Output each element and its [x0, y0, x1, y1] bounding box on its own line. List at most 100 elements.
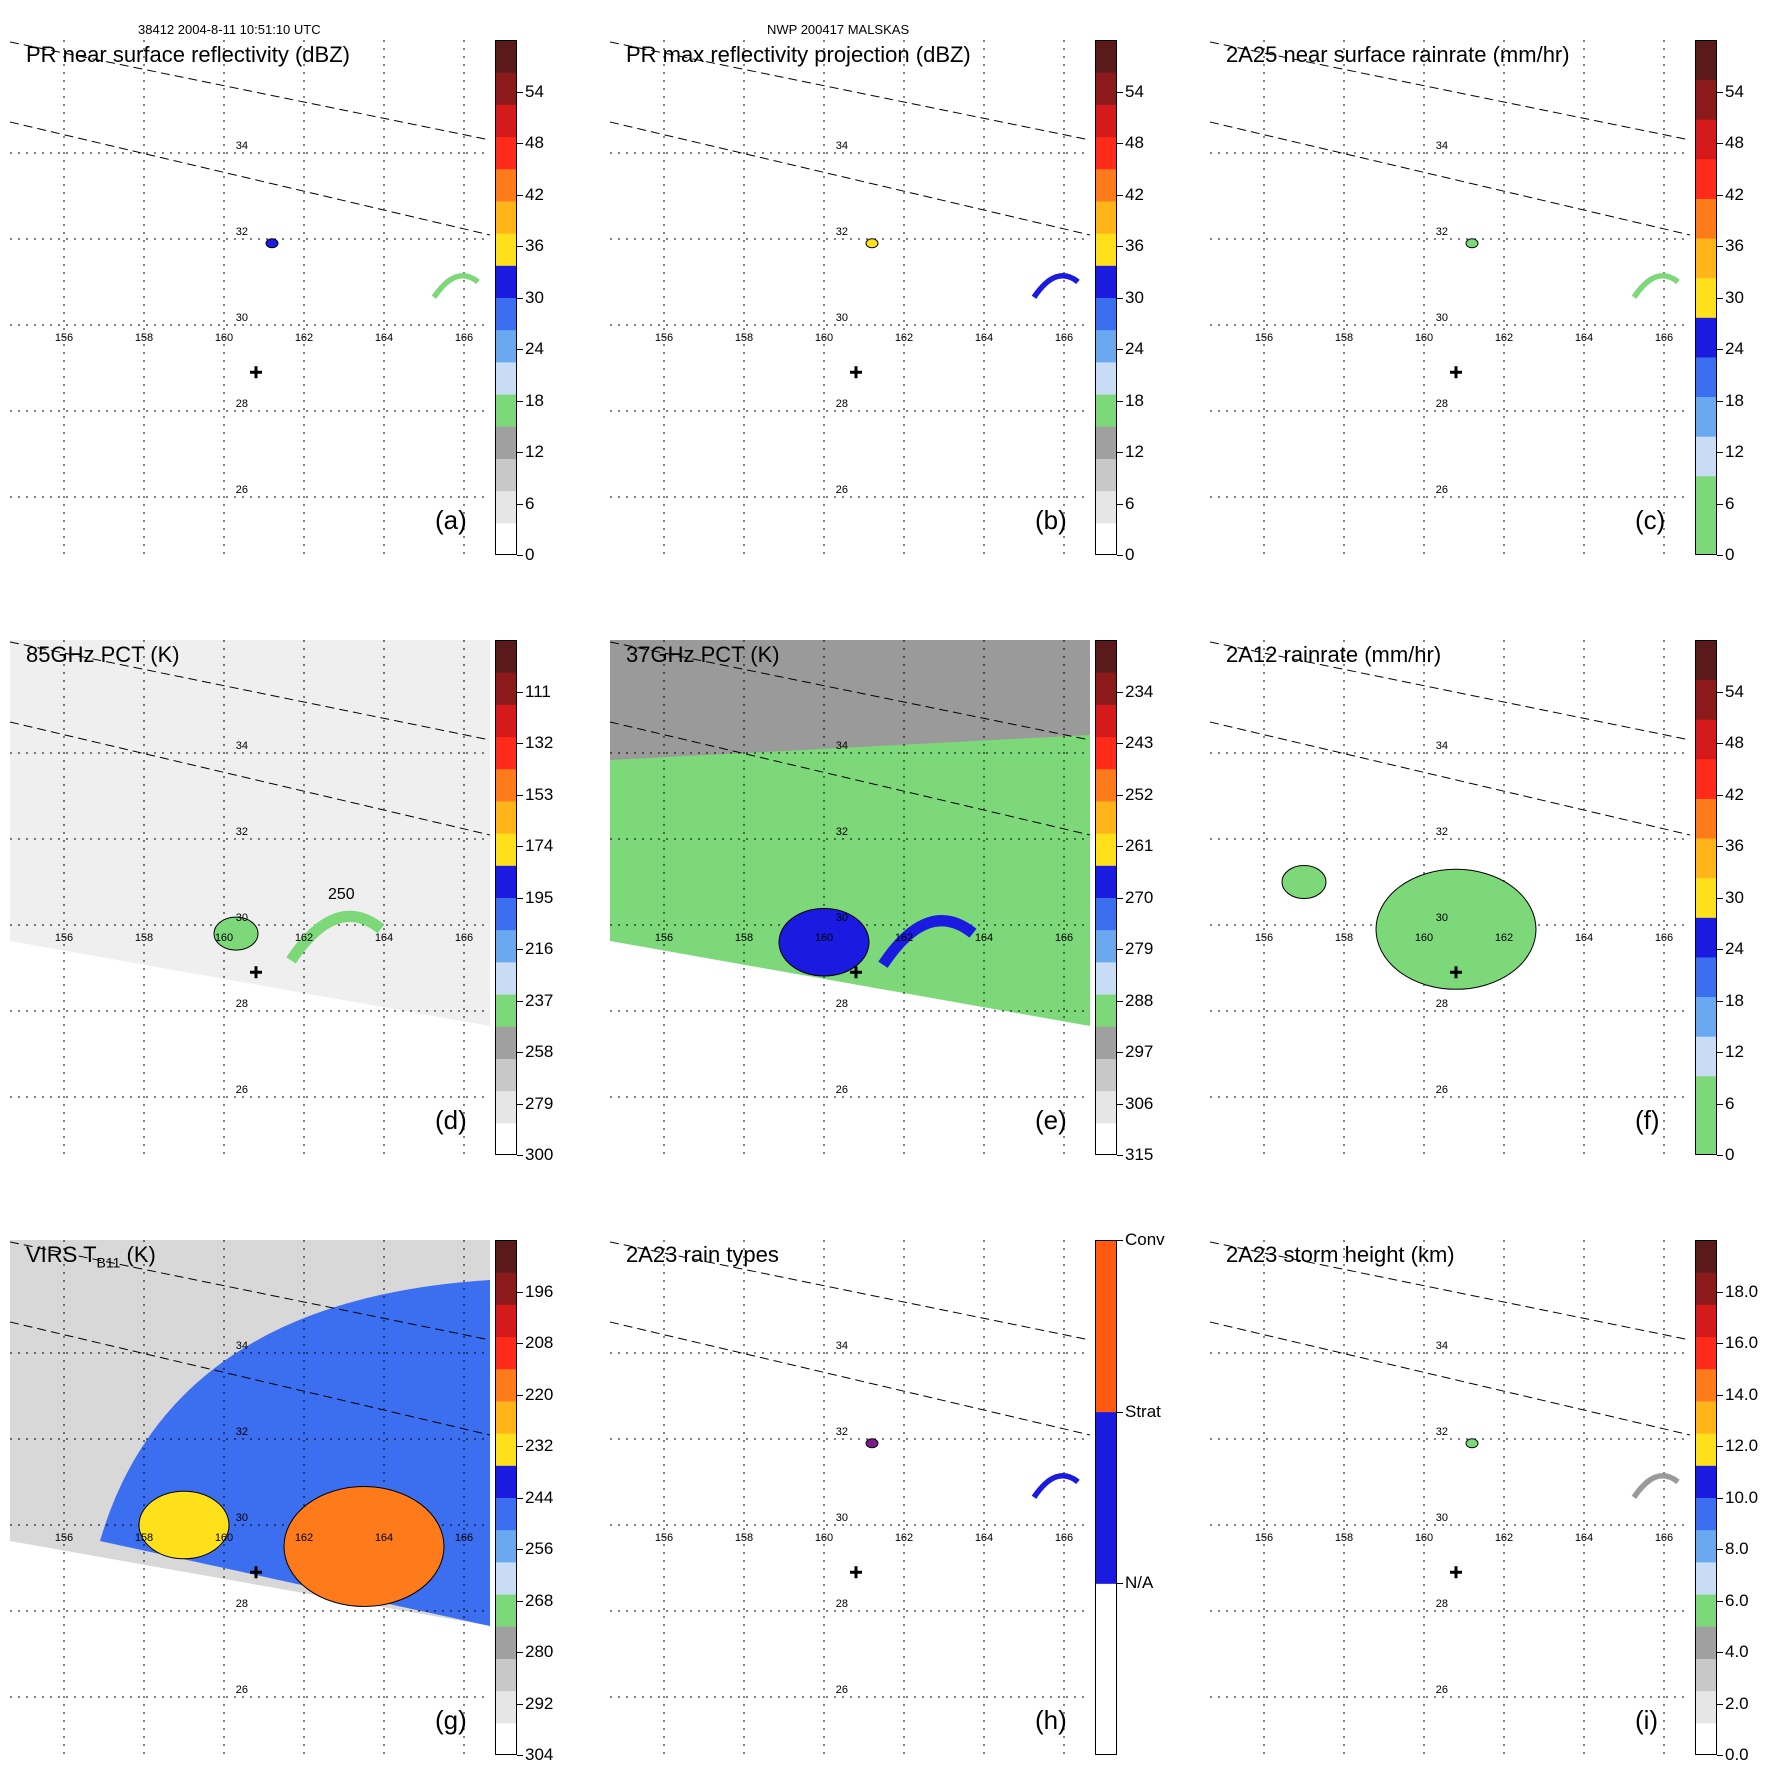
colorbar-segment: [495, 394, 517, 427]
colorbar-segment: [1695, 436, 1717, 477]
colorbar-tick: [1117, 297, 1123, 299]
colorbar-tick-label: 24: [1725, 939, 1744, 958]
colorbar-tick-label: 16.0: [1725, 1333, 1759, 1352]
colorbar-segment: [495, 1690, 517, 1724]
map-svg-h: 156158160162164166343230282624: [610, 1240, 1090, 1755]
colorbar-tick-label: 315: [1125, 1145, 1154, 1164]
colorbar-tick: [517, 1394, 523, 1396]
colorbar-tick-label: 6: [1125, 493, 1135, 513]
lat-tick-label: 32: [1436, 226, 1448, 238]
colorbar-frame: [1095, 640, 1117, 1155]
colorbar-segment: [1095, 40, 1117, 73]
colorbar-tick-label: 232: [525, 1436, 554, 1455]
panel-i: 1561581601621641663432302826242A23 storm…: [1200, 1200, 1771, 1764]
colorbar-segment: [1695, 838, 1717, 879]
colorbar-tick: [1117, 400, 1123, 402]
lon-tick-label: 166: [1655, 332, 1673, 344]
colorbar: 54 48 42 36 30 24 18 12 6 0: [495, 40, 544, 564]
colorbar-segment: [495, 490, 517, 524]
colorbar-tick-label: 24: [525, 339, 544, 358]
colorbar-segment: [1095, 490, 1117, 524]
colorbar-tick: [1717, 949, 1723, 950]
colorbar-tick-label: 153: [525, 784, 554, 804]
map-e: 156158160162164166343230282624: [610, 640, 1090, 1155]
colorbar-segment: [495, 961, 517, 995]
lon-tick-label: 158: [135, 332, 153, 344]
colorbar-tick: [1717, 1052, 1723, 1053]
colorbar-segment: [495, 865, 517, 898]
panel-c: 156 158 160 162 164 166 34 32 30 28 26 24 2A25 near …: [1200, 0, 1771, 564]
colorbar-tick-label: 30: [1125, 287, 1144, 307]
lat-tick-label: 30: [836, 1512, 848, 1524]
swath-edge-south: [610, 1321, 1090, 1436]
colorbar-segment: [495, 297, 517, 331]
colorbar-tick-label: 196: [525, 1281, 554, 1301]
colorbar-segment: [1695, 1465, 1717, 1498]
lon-tick-label: 160: [815, 332, 833, 344]
colorbar-segment: [1095, 72, 1117, 105]
colorbar-segment: [1095, 800, 1117, 834]
lon-tick-label: 156: [1255, 932, 1273, 944]
swath-edge-south: [610, 121, 1090, 236]
rain-feature: [213, 916, 259, 951]
colorbar-tick-label: 208: [525, 1333, 554, 1352]
colorbar-tick-label: 244: [525, 1487, 554, 1507]
rain-feature: [865, 1438, 879, 1449]
swath-edge-south: [1210, 1321, 1690, 1436]
colorbar-segment: [495, 897, 517, 931]
colorbar-tick-label: 279: [525, 1093, 554, 1113]
colorbar-tick: [517, 1155, 523, 1156]
map-svg-e: 156158160162164166343230282624: [610, 640, 1090, 1155]
lat-tick-label: 30: [1436, 912, 1448, 924]
colorbar-frame: [495, 640, 517, 1155]
colorbar-tick: [517, 1497, 523, 1499]
colorbar-tick-label: 12: [1725, 1042, 1744, 1061]
colorbar-segment: [495, 200, 517, 234]
lon-tick-label: 162: [295, 332, 313, 344]
colorbar-segment: [1095, 1090, 1117, 1124]
rain-feature: [138, 1490, 230, 1560]
colorbar-tick: [1717, 1103, 1723, 1105]
lon-tick-label: 160: [1415, 332, 1433, 344]
colorbar-tick-label: 306: [1125, 1093, 1154, 1113]
colorbar-segment: [1695, 317, 1717, 358]
colorbar-segment: [495, 704, 517, 738]
colorbar-tick: [1717, 846, 1723, 847]
colorbar-tick: [1117, 743, 1123, 744]
colorbar-tick-label: 111: [525, 681, 551, 701]
colorbar-tick-label: 288: [1125, 990, 1154, 1010]
colorbar-tick-label: Conv: [1125, 1230, 1165, 1249]
colorbar-segment: [1695, 1529, 1717, 1563]
colorbar-tick: [1117, 794, 1123, 796]
colorbar-segment: [1695, 1272, 1717, 1305]
colorbar-tick-label: 30: [1725, 287, 1744, 307]
panel-label: (f): [1635, 1105, 1660, 1135]
colorbar-tick: [517, 555, 523, 556]
colorbar-svg: [1695, 640, 1717, 1155]
map-svg-i: 156158160162164166343230282624: [1210, 1240, 1690, 1755]
colorbar-segment: [1695, 917, 1717, 958]
rain-feature: [265, 238, 279, 249]
colorbar-segment: [495, 640, 517, 673]
colorbar-tick-label: 14.0: [1725, 1384, 1759, 1404]
colorbar-tick-label: 216: [525, 939, 554, 958]
lat-tick-label: 34: [1436, 140, 1448, 152]
colorbar-tick: [1117, 846, 1123, 847]
colorbar-segment: [495, 458, 517, 492]
colorbar-tick-label: 0.0: [1725, 1745, 1749, 1764]
colorbar-tick: [1117, 1052, 1123, 1053]
lon-tick-label: 160: [215, 1532, 233, 1544]
colorbar-tick: [1717, 691, 1723, 693]
colorbar-tick: [1117, 349, 1123, 350]
map-c: 156158160162164166343230282624: [1210, 40, 1690, 555]
map-svg-c: 156158160162164166343230282624: [1210, 40, 1690, 555]
lat-tick-label: 26: [1436, 1684, 1448, 1696]
panel-h: 1561581601621641663432302826242A23 rain …: [600, 1200, 1200, 1755]
colorbar-segment: [495, 72, 517, 105]
colorbar: 234 243 252 261 270 279 288 297 306 315: [1095, 640, 1153, 1164]
storm-center-cross: [250, 366, 262, 379]
lon-tick-label: 162: [895, 332, 913, 344]
colorbar-tick: [1717, 452, 1723, 453]
colorbar-segment: [495, 136, 517, 170]
lon-tick-label: 166: [1055, 1532, 1073, 1544]
